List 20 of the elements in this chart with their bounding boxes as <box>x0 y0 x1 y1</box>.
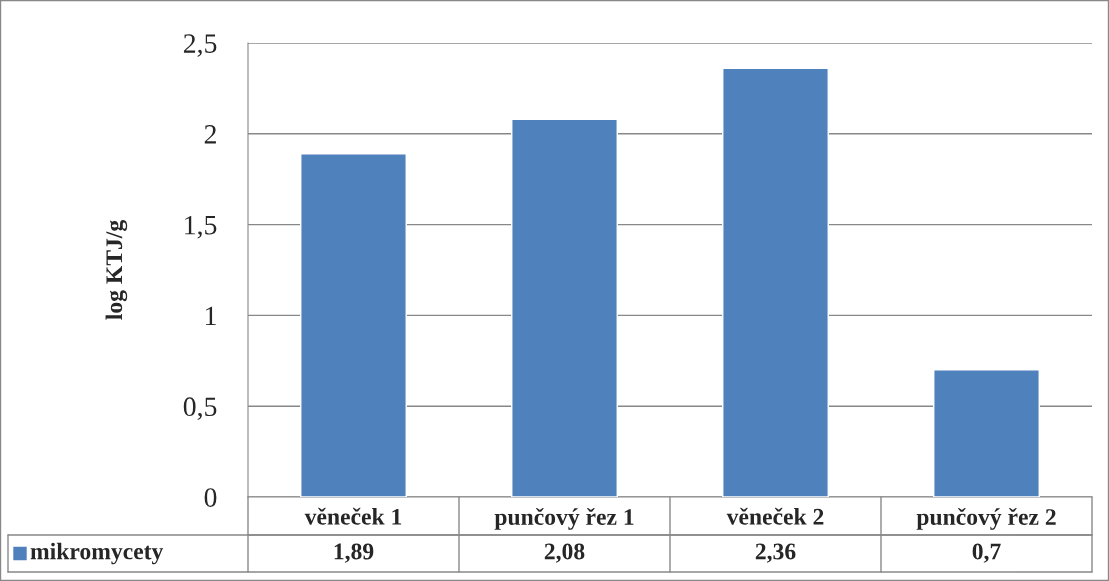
y-axis-title: log KTJ/g <box>105 220 128 320</box>
y-tick-label: 2 <box>204 125 216 144</box>
data-label: 0,7 <box>972 543 1001 563</box>
x-tick-label: věneček 2 <box>726 507 824 525</box>
legend-label: mikromycety <box>30 542 164 565</box>
x-tick-label: věneček 1 <box>304 507 402 525</box>
data-label: 2,08 <box>544 543 585 563</box>
x-tick-label: punčový řez 1 <box>494 508 634 530</box>
y-tick-label: 0,5 <box>183 397 217 421</box>
bar <box>300 153 407 497</box>
y-tick-label: 0 <box>204 488 217 507</box>
bar <box>933 369 1040 497</box>
data-label: 1,89 <box>334 543 374 563</box>
bar <box>722 67 829 497</box>
y-tick-label: 2,5 <box>183 34 217 57</box>
y-tick-label: 1 <box>206 306 216 326</box>
data-label: 2,36 <box>755 543 796 563</box>
x-tick-label: punčový řez 2 <box>916 508 1056 530</box>
y-tick-label: 1,5 <box>185 215 217 239</box>
bar <box>511 118 618 497</box>
